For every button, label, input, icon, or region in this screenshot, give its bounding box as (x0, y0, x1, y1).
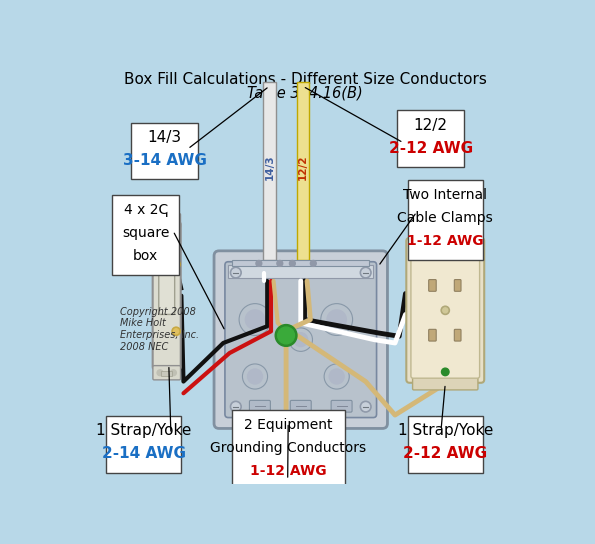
Bar (161, 372, 172, 376)
Circle shape (441, 306, 449, 314)
Text: 1-12 AWG: 1-12 AWG (250, 464, 327, 478)
Circle shape (232, 403, 240, 410)
FancyBboxPatch shape (107, 416, 181, 473)
Bar (161, 219, 172, 224)
Circle shape (230, 267, 241, 278)
FancyBboxPatch shape (112, 195, 179, 275)
Text: 14/3: 14/3 (148, 130, 181, 145)
Text: 2 Equipment: 2 Equipment (244, 418, 333, 432)
FancyBboxPatch shape (131, 123, 198, 180)
Circle shape (172, 260, 180, 269)
FancyBboxPatch shape (406, 238, 484, 383)
Text: Grounding Conductors: Grounding Conductors (210, 441, 367, 455)
Text: 1-12 AWG: 1-12 AWG (407, 234, 484, 248)
Text: box: box (133, 249, 158, 263)
Circle shape (441, 368, 449, 376)
Circle shape (172, 327, 180, 336)
Circle shape (157, 218, 163, 224)
Circle shape (230, 401, 241, 412)
Circle shape (293, 332, 308, 347)
Circle shape (328, 368, 345, 385)
FancyBboxPatch shape (290, 400, 311, 412)
Circle shape (360, 267, 371, 278)
Circle shape (360, 401, 371, 412)
Text: Two Internal: Two Internal (403, 188, 487, 202)
FancyBboxPatch shape (411, 243, 480, 378)
Circle shape (157, 370, 163, 376)
Bar (296, 82, 309, 260)
FancyBboxPatch shape (412, 232, 478, 245)
Circle shape (256, 261, 262, 267)
Text: 2-12 AWG: 2-12 AWG (403, 447, 487, 461)
Text: 3-14 AWG: 3-14 AWG (123, 153, 206, 168)
Circle shape (232, 269, 240, 276)
Bar (233, 260, 369, 267)
FancyBboxPatch shape (249, 400, 270, 412)
FancyBboxPatch shape (153, 222, 181, 369)
Text: Copyright 2008
Mike Holt
Enterprises, Inc.
2008 NEC: Copyright 2008 Mike Holt Enterprises, In… (120, 307, 199, 351)
FancyBboxPatch shape (408, 181, 483, 260)
Circle shape (289, 261, 295, 267)
Circle shape (174, 262, 178, 267)
FancyBboxPatch shape (225, 262, 377, 418)
Text: 1 Strap/Yoke: 1 Strap/Yoke (96, 423, 192, 438)
Polygon shape (277, 463, 298, 484)
FancyBboxPatch shape (428, 280, 436, 291)
FancyBboxPatch shape (331, 400, 352, 412)
Circle shape (278, 327, 295, 344)
Circle shape (245, 309, 265, 330)
FancyBboxPatch shape (428, 329, 436, 341)
Text: 4 x 2ↅ: 4 x 2ↅ (124, 203, 168, 217)
Circle shape (275, 325, 297, 347)
Circle shape (171, 370, 176, 376)
Circle shape (326, 309, 347, 330)
Text: Box Fill Calculations - Different Size Conductors: Box Fill Calculations - Different Size C… (124, 72, 486, 88)
Text: 14/3: 14/3 (264, 154, 274, 180)
Text: 1 Strap/Yoke: 1 Strap/Yoke (397, 423, 493, 438)
Circle shape (443, 308, 448, 313)
Circle shape (311, 261, 317, 267)
Circle shape (174, 329, 178, 334)
FancyBboxPatch shape (455, 280, 461, 291)
Bar (228, 265, 373, 277)
FancyBboxPatch shape (397, 110, 464, 167)
FancyBboxPatch shape (408, 416, 483, 473)
FancyBboxPatch shape (153, 366, 180, 380)
Circle shape (277, 261, 283, 267)
Bar (263, 82, 275, 260)
FancyBboxPatch shape (153, 214, 180, 228)
FancyBboxPatch shape (214, 251, 387, 429)
Circle shape (171, 218, 176, 224)
Circle shape (247, 368, 263, 385)
FancyBboxPatch shape (412, 377, 478, 390)
Text: Cable Clamps: Cable Clamps (397, 211, 493, 225)
FancyBboxPatch shape (455, 329, 461, 341)
Text: 12/2: 12/2 (414, 118, 447, 133)
Text: 2-14 AWG: 2-14 AWG (102, 447, 186, 461)
Circle shape (362, 403, 369, 410)
Text: 2-12 AWG: 2-12 AWG (389, 140, 472, 156)
Text: Table 314.16(B): Table 314.16(B) (247, 85, 363, 100)
FancyBboxPatch shape (159, 271, 175, 314)
Text: 12/2: 12/2 (298, 154, 308, 180)
Text: square: square (122, 226, 170, 240)
FancyBboxPatch shape (231, 410, 345, 490)
Circle shape (362, 269, 369, 276)
